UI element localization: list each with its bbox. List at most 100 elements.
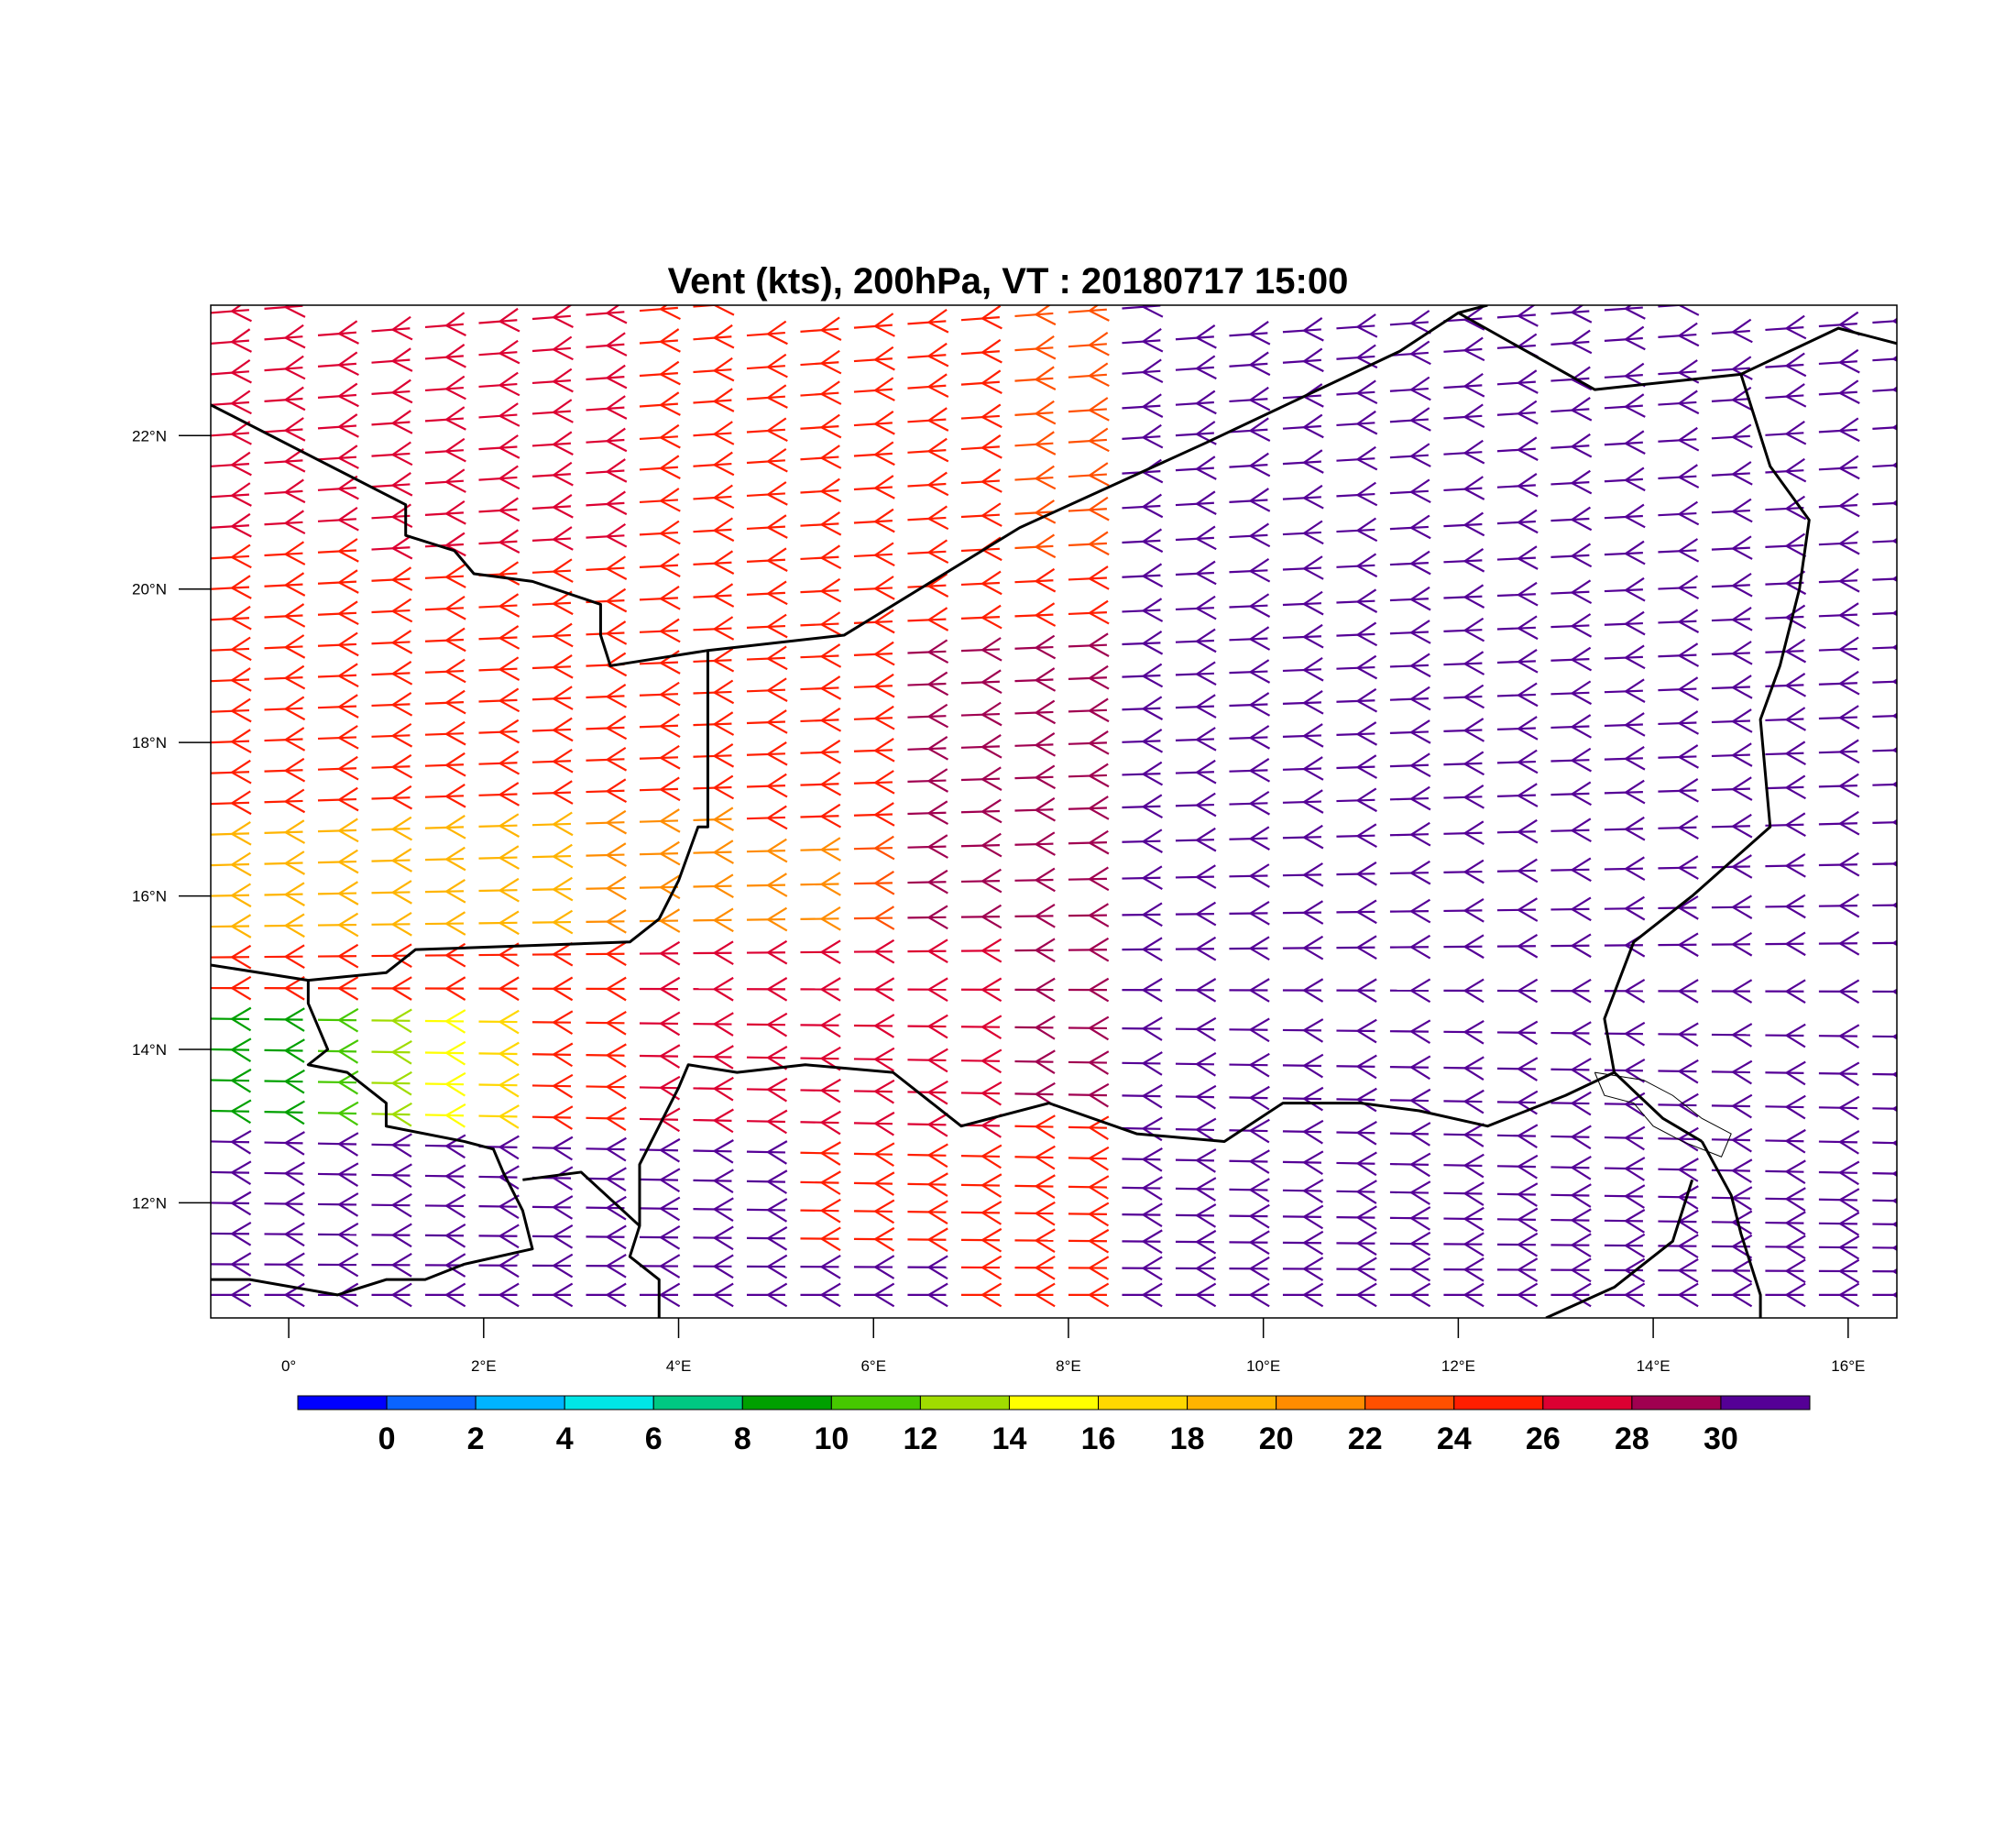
wind-arrowhead	[1463, 1257, 1485, 1282]
wind-arrowhead	[1677, 305, 1700, 316]
wind-arrowhead	[1677, 895, 1699, 920]
wind-arrowhead	[1730, 1234, 1753, 1259]
wind-arrowhead	[1623, 1125, 1646, 1151]
wind-arrowhead	[1623, 1209, 1646, 1234]
wind-arrowhead	[283, 634, 306, 659]
wind-arrowhead	[1248, 692, 1271, 717]
wind-arrowhead	[872, 1142, 895, 1168]
wind-arrowhead	[1784, 532, 1807, 558]
wind-arrowhead	[1087, 866, 1110, 892]
wind-arrowhead	[551, 431, 574, 456]
wind-arrowhead	[1194, 456, 1217, 480]
wind-arrowhead	[283, 1191, 305, 1217]
wind-arrowhead	[1194, 1282, 1217, 1308]
wind-arrowhead	[1570, 857, 1592, 883]
wind-arrowhead	[1463, 476, 1485, 500]
wind-arrowhead	[1730, 572, 1753, 598]
wind-arrowhead	[551, 876, 574, 902]
wind-arrowhead	[1516, 649, 1539, 674]
wind-arrowhead	[1301, 555, 1324, 580]
wind-arrowhead	[872, 738, 895, 763]
wind-arrowhead	[1355, 1120, 1377, 1146]
wind-arrowhead	[658, 423, 681, 449]
wind-arrowhead	[765, 514, 788, 539]
wind-arrowhead	[872, 906, 895, 930]
wind-arrowhead	[1623, 979, 1646, 1004]
wind-arrowhead	[498, 1135, 520, 1160]
wind-arrowhead	[926, 1227, 948, 1253]
wind-arrowhead	[1248, 557, 1271, 583]
wind-arrowhead	[1463, 934, 1485, 960]
wind-arrowhead	[283, 1131, 305, 1156]
wind-arrowhead	[1355, 1257, 1377, 1282]
wind-arrowhead	[1837, 417, 1860, 443]
wind-arrowhead	[1408, 752, 1431, 778]
wind-arrowhead	[336, 1007, 359, 1033]
wind-arrowhead	[444, 1071, 466, 1097]
wind-arrowhead	[1463, 584, 1485, 609]
wind-arrowhead	[765, 384, 788, 409]
wind-arrowhead	[658, 713, 681, 739]
wind-arrowhead	[658, 618, 681, 643]
wind-arrowhead	[658, 1168, 681, 1192]
lat-tick-label: 12°N	[132, 1194, 167, 1212]
wind-arrowhead	[1087, 531, 1110, 556]
wind-arrowhead	[819, 1282, 841, 1308]
wind-arrowhead	[765, 1169, 788, 1194]
wind-arrowhead	[229, 605, 252, 631]
wind-arrowhead	[926, 1143, 948, 1169]
wind-arrowhead	[1891, 939, 1897, 947]
wind-arrowhead	[1355, 1087, 1377, 1113]
wind-arrowhead	[926, 736, 949, 761]
wind-arrowhead	[658, 808, 681, 833]
colorbar-swatch	[386, 1395, 477, 1410]
wind-arrowhead	[229, 1068, 252, 1093]
wind-arrowhead	[1730, 708, 1753, 733]
wind-arrowhead	[1141, 761, 1164, 786]
wind-arrowhead	[1677, 1257, 1699, 1283]
wind-arrowhead	[336, 506, 359, 532]
wind-arrowhead	[336, 976, 359, 1001]
wind-arrowhead	[1408, 1206, 1431, 1231]
wind-arrowhead	[1408, 310, 1431, 335]
wind-arrowhead	[872, 377, 895, 401]
wind-arrowhead	[819, 1141, 841, 1166]
wind-arrowhead	[819, 477, 842, 503]
wind-arrowhead	[1570, 896, 1592, 922]
wind-arrowhead	[444, 344, 466, 368]
wind-arrowhead	[444, 468, 466, 493]
colorbar-label: 22	[1348, 1421, 1383, 1456]
wind-arrowhead	[1194, 595, 1217, 620]
wind-arrowhead	[1837, 1160, 1860, 1186]
wind-arrowhead	[872, 977, 895, 1002]
wind-arrowhead	[1891, 860, 1897, 867]
wind-arrowhead	[1301, 1204, 1324, 1230]
map-title: Vent (kts), 200hPa, VT : 20180717 15:00	[668, 261, 1349, 302]
wind-arrowhead	[1301, 690, 1324, 715]
wind-arrowhead	[1837, 773, 1860, 798]
wind-arrowhead	[1463, 372, 1485, 398]
wind-arrowhead	[390, 1253, 412, 1278]
wind-arrowhead	[926, 309, 949, 334]
wind-arrowhead	[1194, 1256, 1217, 1281]
wind-arrowhead	[1570, 714, 1593, 739]
wind-arrowhead	[1141, 358, 1164, 384]
wind-arrowhead	[1516, 783, 1539, 807]
wind-arrowhead	[1463, 1206, 1485, 1232]
wind-arrowhead	[1891, 462, 1897, 468]
wind-arrowhead	[872, 1255, 895, 1279]
wind-arrowhead	[1463, 1153, 1485, 1179]
wind-arrowhead	[819, 380, 842, 405]
wind-arrowhead	[1463, 617, 1485, 642]
wind-arrowhead	[1516, 897, 1539, 922]
wind-arrowhead	[1248, 1017, 1270, 1043]
wind-arrowhead	[926, 407, 949, 432]
wind-arrowhead	[1837, 979, 1860, 1004]
wind-arrowhead	[1141, 1147, 1163, 1172]
wind-arrowhead	[1623, 895, 1646, 921]
wind-arrowhead	[498, 371, 520, 397]
wind-arrowhead	[1463, 859, 1485, 884]
wind-arrowhead	[1677, 1126, 1699, 1152]
wind-arrowhead	[1784, 420, 1807, 445]
